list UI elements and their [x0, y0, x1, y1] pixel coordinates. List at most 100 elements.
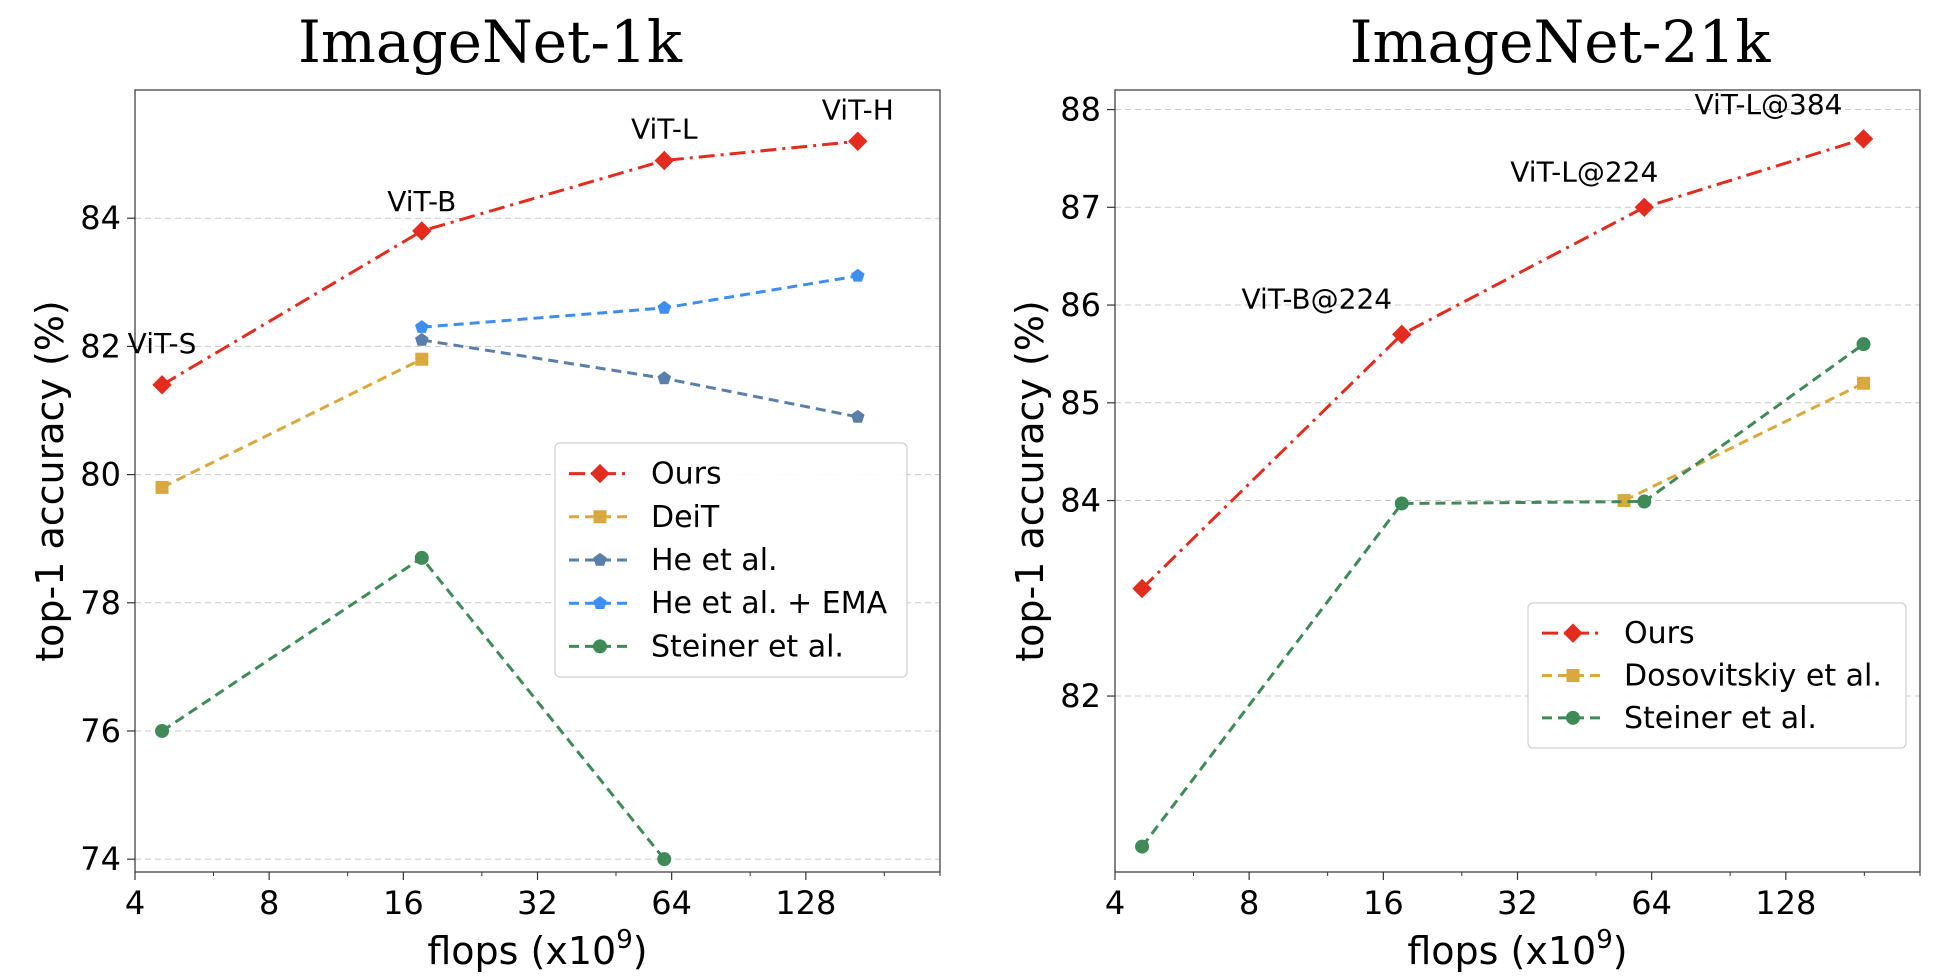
x-tick-label: 16 — [1363, 884, 1404, 922]
data-point-he-et-al--0 — [415, 332, 429, 346]
y-tick-label: 87 — [1060, 188, 1101, 226]
data-point-deit-0 — [155, 480, 169, 494]
series-line — [1140, 342, 1865, 848]
legend: Ours Dosovitskiy et al. Steiner et al. — [1527, 602, 1907, 749]
x-tick-label: 8 — [1239, 884, 1259, 922]
data-point-legend-ours-0 — [1563, 623, 1583, 643]
x-tick-label: 16 — [383, 884, 424, 922]
data-point-ours-2 — [1634, 197, 1654, 218]
y-tick-label: 84 — [1060, 482, 1101, 520]
data-point-steiner-et-al--0 — [155, 723, 170, 738]
data-point-steiner-et-al--0 — [1135, 839, 1150, 854]
data-point-dosovitskiy-et-al--1 — [1857, 376, 1871, 390]
legend-label: He et al. — [651, 543, 778, 578]
data-point-legend-steiner-et-al--0 — [593, 639, 607, 654]
series-ours — [152, 131, 868, 395]
y-tick-label: 82 — [80, 327, 121, 365]
y-tick-label: 76 — [80, 712, 121, 750]
series-dosovitskiy-et-al- — [1617, 376, 1871, 508]
y-axis-label: top-1 accuracy (%) — [28, 300, 72, 662]
data-point-legend-steiner-et-al--0 — [1566, 710, 1580, 725]
series-line — [1141, 137, 1864, 590]
point-annotation: ViT-B — [387, 185, 456, 218]
data-point-steiner-et-al--3 — [1856, 337, 1871, 352]
legend-box — [554, 442, 908, 678]
data-point-legend-deit-0 — [593, 510, 607, 524]
data-point-deit-1 — [415, 352, 429, 366]
series-steiner-et-al- — [155, 550, 672, 867]
data-point-steiner-et-al--1 — [414, 550, 429, 565]
legend-label: He et al. + EMA — [651, 586, 888, 621]
legend-label: Ours — [1624, 616, 1695, 651]
data-point-legend-he-et-al-ema-0 — [593, 596, 607, 609]
legend-label: Steiner et al. — [1624, 701, 1817, 736]
y-tick-label: 80 — [80, 456, 121, 494]
series-line — [1623, 381, 1865, 502]
data-point-ours-0 — [1132, 578, 1152, 599]
data-point-steiner-et-al--1 — [1394, 496, 1409, 511]
point-annotation: ViT-B@224 — [1241, 282, 1392, 315]
data-point-ours-1 — [1392, 324, 1412, 345]
x-tick-label: 8 — [259, 884, 279, 922]
data-point-ours-2 — [654, 150, 674, 171]
data-point-ours-3 — [848, 131, 868, 151]
x-tick-label: 128 — [1755, 884, 1816, 922]
y-axis-label: top-1 accuracy (%) — [1008, 300, 1052, 662]
data-point-he-et-al-ema-0 — [415, 320, 429, 333]
y-tick-label: 74 — [80, 840, 121, 878]
series-line — [161, 139, 858, 387]
series-deit — [155, 352, 429, 494]
data-point-ours-0 — [152, 375, 172, 395]
data-point-steiner-et-al--2 — [657, 852, 672, 867]
data-point-legend-ours-0 — [590, 463, 610, 484]
legend-box — [1527, 602, 1907, 749]
data-point-he-et-al--1 — [657, 371, 672, 385]
chart-title: ImageNet-21k — [1350, 8, 1772, 76]
x-tick-label: 32 — [517, 884, 558, 922]
chart-panel-1: 74 76 78 80 82 84 4 8 16 32 64 128 ImageNet-1k flops … — [28, 8, 941, 973]
data-point-legend-he-et-al--0 — [593, 552, 607, 566]
point-annotation: ViT-S — [128, 327, 197, 360]
series-he-et-al-ema — [415, 268, 865, 333]
point-annotation: ViT-L — [631, 113, 698, 146]
legend-label: Dosovitskiy et al. — [1624, 659, 1882, 694]
legend-label: DeiT — [651, 500, 720, 535]
series-line — [161, 357, 423, 489]
data-point-ours-3 — [1853, 129, 1874, 149]
x-tick-label: 4 — [1105, 884, 1125, 922]
x-tick-label: 64 — [1631, 884, 1672, 922]
series-line — [421, 274, 859, 329]
x-tick-label: 4 — [125, 884, 145, 922]
y-tick-label: 82 — [1060, 677, 1101, 715]
chart-panel-2: 82 84 85 86 87 88 4 8 16 32 64 128 ImageNet-21k flops… — [1008, 8, 1921, 973]
legend-label: Steiner et al. — [651, 629, 844, 664]
data-point-he-et-al-ema-1 — [657, 300, 672, 314]
series-ours — [1132, 129, 1874, 599]
y-tick-label: 84 — [80, 199, 121, 237]
x-tick-label: 64 — [651, 884, 692, 922]
point-annotation: ViT-L@384 — [1695, 88, 1843, 121]
data-point-he-et-al-ema-2 — [851, 268, 865, 282]
data-point-legend-dosovitskiy-et-al--0 — [1566, 669, 1580, 682]
y-tick-label: 78 — [80, 584, 121, 622]
series-steiner-et-al- — [1135, 337, 1871, 854]
point-annotation: ViT-L@224 — [1510, 155, 1658, 188]
y-tick-label: 88 — [1060, 91, 1101, 129]
x-axis-label: flops (x109) — [1407, 925, 1627, 973]
y-tick-label: 86 — [1060, 286, 1101, 324]
series-line — [421, 338, 859, 419]
x-axis-label: flops (x109) — [427, 925, 647, 973]
legend: Ours DeiT He et al. He et al. + EMA Steiner … — [554, 442, 908, 678]
x-tick-label: 32 — [1497, 884, 1538, 922]
legend-label: Ours — [651, 457, 722, 492]
data-point-ours-1 — [412, 221, 432, 241]
data-point-steiner-et-al--2 — [1637, 494, 1652, 509]
y-tick-label: 85 — [1060, 384, 1101, 422]
x-tick-label: 128 — [775, 884, 836, 922]
data-point-he-et-al--2 — [851, 409, 865, 423]
chart-title: ImageNet-1k — [298, 8, 683, 76]
series-he-et-al- — [415, 332, 865, 423]
point-annotation: ViT-H — [822, 93, 894, 126]
